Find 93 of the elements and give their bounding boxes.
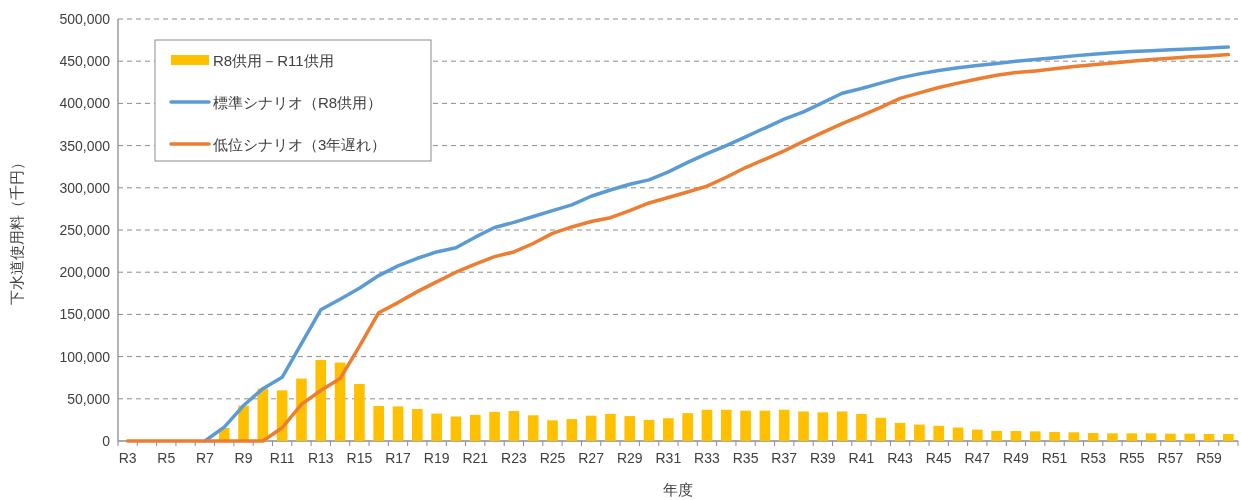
bar [856,413,867,441]
bar [1165,433,1176,441]
bar [1223,434,1234,441]
x-tick-label: R39 [809,450,836,466]
x-tick-label: R41 [848,450,875,466]
bar [1126,433,1138,441]
bar [759,410,771,441]
x-tick-label: R11 [269,450,295,466]
y-tick-label: 50,000 [67,390,111,407]
bar [991,430,1002,441]
y-tick-label: 450,000 [59,53,111,70]
x-tick-label: R49 [1003,450,1029,466]
bar [373,405,384,441]
bar [894,422,906,441]
bar [1145,433,1157,441]
legend-label: R8供用－R11供用 [213,52,334,69]
y-tick-label: 300,000 [59,179,111,196]
bar [527,415,539,441]
bar [624,416,636,441]
bar [663,418,674,441]
x-tick-label: R55 [1118,450,1145,466]
bar [1203,434,1215,441]
y-tick-label: 150,000 [59,306,111,323]
bar [1184,433,1196,441]
x-tick-label: R43 [887,450,914,466]
bar [914,424,925,441]
x-tick-label: R19 [423,450,450,466]
legend-label: 標準シナリオ（R8供用） [213,94,383,111]
x-tick-label: R37 [771,450,798,466]
bar [508,411,520,441]
bar [469,414,481,441]
bar [296,378,307,441]
bar [392,406,404,441]
x-tick-label: R53 [1080,450,1107,466]
bar [933,425,944,441]
y-axis-title: 下水道使用料（千円） [8,155,25,305]
bar [682,413,693,441]
x-tick-label: R21 [462,450,489,466]
x-tick-label: R23 [501,450,527,466]
x-tick-label: R59 [1196,450,1223,466]
x-tick-label: R13 [307,450,334,466]
bar [972,429,983,441]
x-tick-label: R51 [1041,450,1068,466]
bar [798,411,809,441]
bar [412,408,423,441]
x-tick-label: R57 [1157,450,1184,466]
bar [450,416,462,441]
y-tick-label: 350,000 [59,137,111,154]
x-tick-label: R29 [616,450,643,466]
bar [643,419,655,441]
bar [1107,433,1118,441]
x-tick-label: R35 [732,450,759,466]
bar [585,415,597,441]
x-axis-title: 年度 [663,481,693,498]
bar [547,420,558,441]
y-tick-label: 100,000 [59,348,111,365]
x-tick-label: R3 [118,450,137,466]
x-tick-label: R31 [655,450,682,466]
bar [489,411,500,441]
bar [778,409,790,441]
bar [836,411,848,441]
x-tick-label: R15 [346,450,373,466]
y-tick-label: 0 [102,433,111,449]
x-tick-label: R47 [964,450,991,466]
x-tick-label: R25 [539,450,566,466]
y-tick-label: 400,000 [59,95,111,112]
x-tick-label: R5 [157,450,176,466]
bar [566,419,578,441]
bar [720,409,732,441]
bar [1068,432,1080,441]
bar [1049,431,1060,441]
bar [605,413,616,441]
bar [1010,431,1022,441]
x-tick-label: R7 [195,450,215,466]
bar [740,410,751,441]
bar [354,384,365,441]
bar [875,417,887,441]
x-tick-label: R33 [694,450,721,466]
bar [701,409,713,441]
bar [817,412,829,441]
bar [431,413,442,441]
bar [952,427,964,441]
bar [315,359,327,441]
y-tick-label: 250,000 [59,222,111,238]
y-tick-label: 500,000 [59,11,111,27]
x-tick-label: R9 [234,450,253,466]
x-tick-label: R45 [925,450,952,466]
bar [1087,432,1099,441]
y-tick-label: 200,000 [59,264,111,281]
bar [1029,431,1041,441]
x-tick-label: R17 [385,450,412,466]
x-tick-label: R27 [578,450,605,466]
legend-label: 低位シナリオ（3年遅れ） [213,136,387,153]
